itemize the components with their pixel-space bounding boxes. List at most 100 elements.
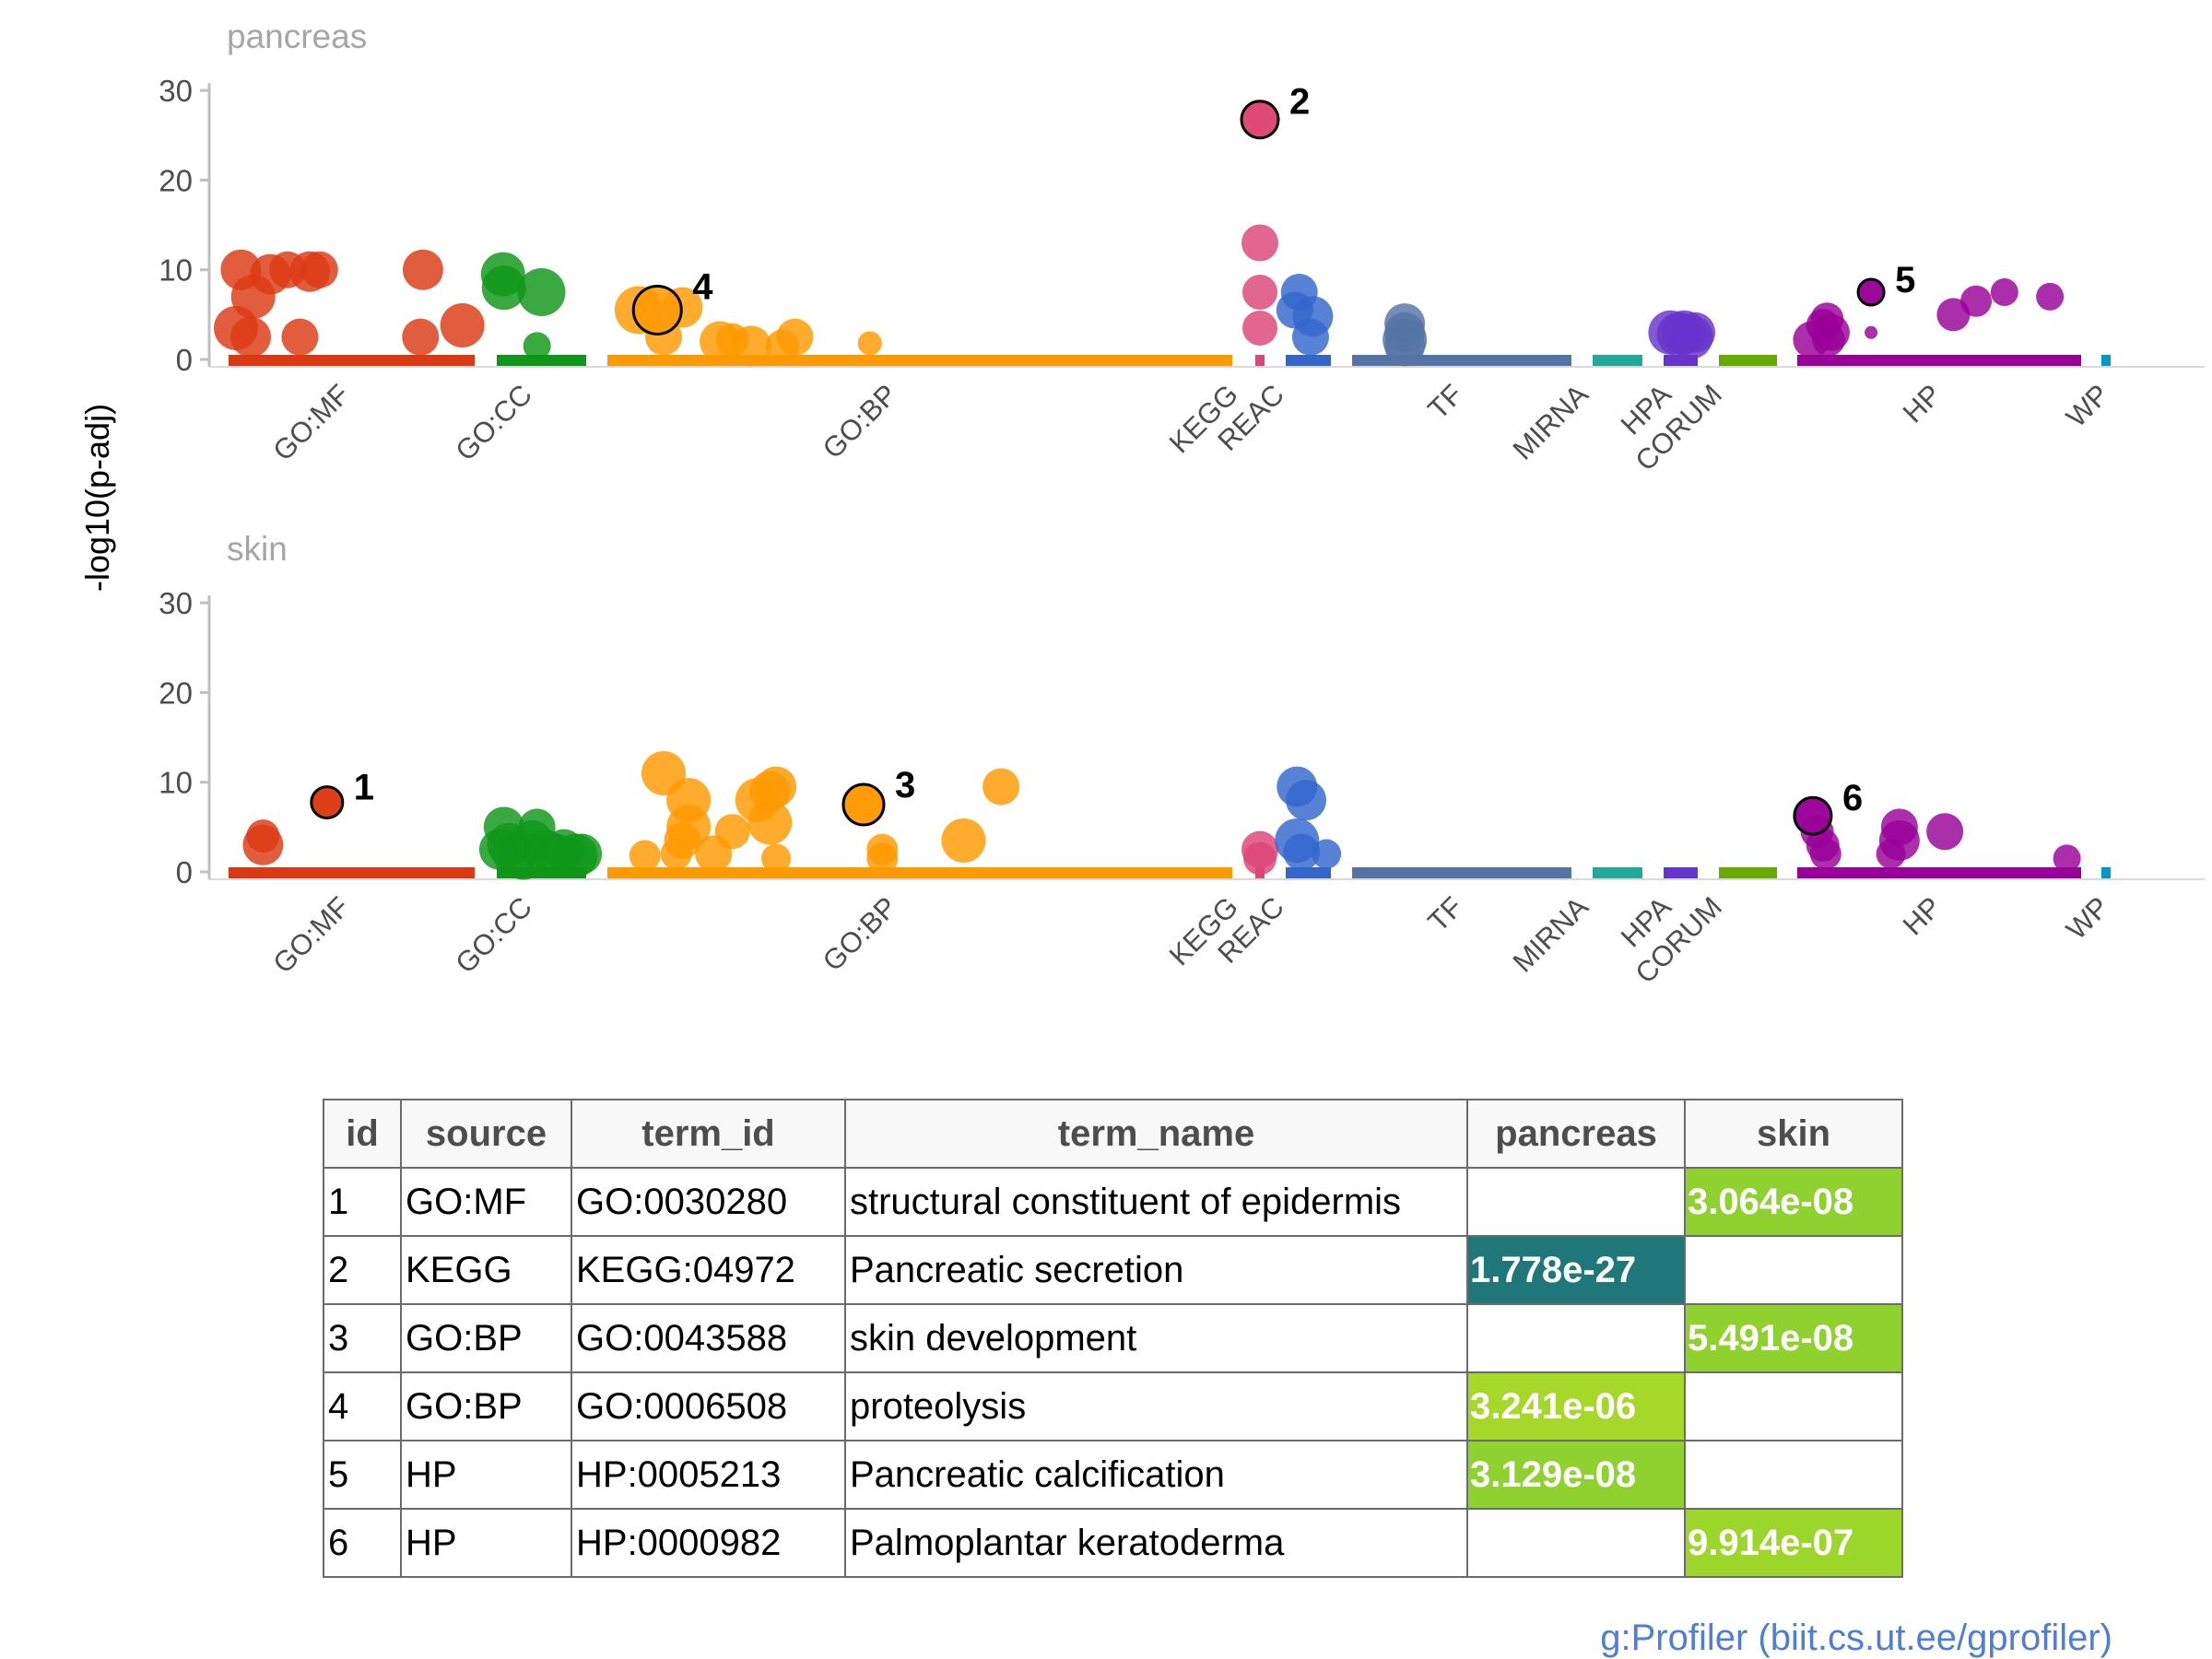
table-header-row: id source term_id term_name pancreas ski… <box>323 1099 1903 1169</box>
cell-pancreas <box>1466 1167 1686 1237</box>
highlighted-point[interactable] <box>841 782 886 827</box>
col-header-source: source <box>400 1099 572 1169</box>
y-tick-label: 30 <box>159 586 193 620</box>
x-tick-label: MIRNA <box>1507 890 1595 979</box>
data-point[interactable] <box>517 268 566 317</box>
data-point[interactable] <box>756 766 797 807</box>
x-tick-label: GO:MF <box>266 890 356 980</box>
data-point[interactable] <box>1384 325 1426 367</box>
highlighted-point[interactable] <box>1856 277 1886 307</box>
data-point[interactable] <box>629 840 661 872</box>
data-point[interactable] <box>1809 838 1841 870</box>
source-bar-mirna <box>1593 355 1642 366</box>
cell-pancreas <box>1466 1303 1686 1373</box>
cell-term-id: HP:0000982 <box>571 1508 846 1578</box>
data-point[interactable] <box>523 332 551 360</box>
y-tick-label: 30 <box>159 74 193 108</box>
cell-skin: 3.064e-08 <box>1684 1167 1903 1237</box>
data-point[interactable] <box>1243 841 1277 876</box>
data-point[interactable] <box>281 318 319 356</box>
data-point[interactable] <box>242 824 284 865</box>
cell-skin: 9.914e-07 <box>1684 1508 1903 1578</box>
x-tick-label: GO:BP <box>817 890 903 977</box>
source-bar-tf <box>1352 867 1571 878</box>
cell-source: GO:BP <box>400 1371 572 1441</box>
data-point[interactable] <box>1990 278 2018 307</box>
data-point[interactable] <box>230 316 272 358</box>
data-point[interactable] <box>747 800 793 845</box>
data-point[interactable] <box>866 842 899 875</box>
cell-term-id: HP:0005213 <box>571 1440 846 1510</box>
cell-id: 5 <box>323 1440 402 1510</box>
highlighted-point[interactable] <box>1240 100 1280 140</box>
data-point[interactable] <box>402 318 440 356</box>
data-point[interactable] <box>300 251 338 288</box>
data-point[interactable] <box>776 318 814 356</box>
data-point[interactable] <box>982 768 1020 806</box>
x-tick-label: HP <box>1897 890 1947 941</box>
source-bar-go-bp <box>607 355 1232 366</box>
data-point[interactable] <box>2053 844 2081 873</box>
cell-term-name: proteolysis <box>844 1371 1468 1441</box>
data-point[interactable] <box>561 833 603 875</box>
data-point[interactable] <box>1810 302 1844 336</box>
table-row: 4 GO:BP GO:0006508 proteolysis 3.241e-06 <box>323 1371 1903 1441</box>
source-bar-corum <box>1719 355 1777 366</box>
data-point[interactable] <box>714 814 750 850</box>
source-bar-kegg <box>1255 355 1265 366</box>
data-point[interactable] <box>664 821 701 859</box>
source-bar-go-cc <box>497 355 586 366</box>
data-point[interactable] <box>1286 780 1327 821</box>
data-point[interactable] <box>481 265 526 311</box>
cell-source: KEGG <box>400 1235 572 1305</box>
cell-id: 6 <box>323 1508 402 1578</box>
cell-pancreas: 3.129e-08 <box>1466 1440 1686 1510</box>
source-bar-go-mf <box>229 355 475 366</box>
data-point[interactable] <box>1283 833 1321 871</box>
cell-source: GO:MF <box>400 1167 572 1237</box>
data-point[interactable] <box>1926 813 1964 851</box>
table-row: 3 GO:BP GO:0043588 skin development 5.491e-0… <box>323 1303 1903 1373</box>
data-point[interactable] <box>761 843 792 874</box>
cell-term-id: KEGG:04972 <box>571 1235 846 1305</box>
data-point[interactable] <box>1291 318 1329 356</box>
cell-term-name: structural constituent of epidermis <box>844 1167 1468 1237</box>
results-table: id source term_id term_name pancreas ski… <box>323 1099 1903 1578</box>
data-point[interactable] <box>1960 285 1993 317</box>
data-point[interactable] <box>1675 312 1716 353</box>
data-point[interactable] <box>857 331 882 356</box>
cell-source: GO:BP <box>400 1303 572 1373</box>
y-tick-label: 0 <box>176 855 193 889</box>
highlighted-point[interactable] <box>1793 795 1833 836</box>
col-header-pancreas: pancreas <box>1466 1099 1686 1169</box>
x-tick-label: GO:BP <box>817 378 903 465</box>
data-point[interactable] <box>1242 310 1277 346</box>
data-point[interactable] <box>730 325 771 367</box>
cell-term-name: Pancreatic calcification <box>844 1440 1468 1510</box>
data-point[interactable] <box>941 818 986 863</box>
data-point[interactable] <box>1312 839 1342 869</box>
data-point[interactable] <box>1241 224 1278 262</box>
source-bar-hpa <box>1664 867 1698 878</box>
highlighted-point[interactable] <box>310 785 345 820</box>
y-tick-label: 0 <box>176 343 193 377</box>
data-point[interactable] <box>1876 839 1906 869</box>
data-point[interactable] <box>2036 282 2065 311</box>
x-tick-label: TF <box>1421 890 1469 938</box>
point-id-label: 3 <box>895 765 915 806</box>
data-point[interactable] <box>1865 325 1878 339</box>
col-header-skin: skin <box>1684 1099 1903 1169</box>
data-point[interactable] <box>440 303 485 348</box>
cell-skin <box>1684 1440 1903 1510</box>
highlighted-point[interactable] <box>631 284 683 335</box>
data-point[interactable] <box>402 249 443 290</box>
cell-pancreas <box>1466 1508 1686 1578</box>
footer-credit[interactable]: g:Profiler (biit.cs.ut.ee/gprofiler) <box>1600 1618 2112 1658</box>
cell-term-name: skin development <box>844 1303 1468 1373</box>
data-point[interactable] <box>1242 275 1277 311</box>
table-row: 5 HP HP:0005213 Pancreatic calcification 3.1… <box>323 1440 1903 1510</box>
cell-term-id: GO:0043588 <box>571 1303 846 1373</box>
x-tick-label: MIRNA <box>1507 378 1595 466</box>
